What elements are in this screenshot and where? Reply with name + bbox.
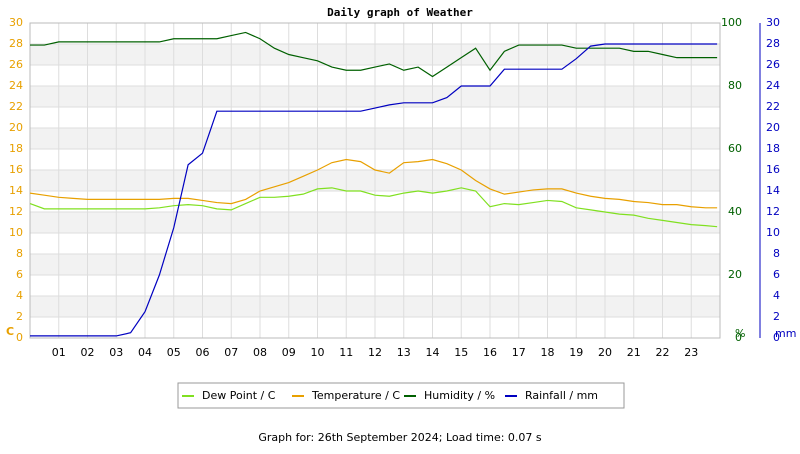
y-tick-label: 26	[9, 58, 23, 71]
y3-tick-label: 14	[766, 184, 780, 197]
y-tick-label: 2	[16, 310, 23, 323]
x-tick-label: 11	[339, 346, 353, 359]
y-tick-label: 10	[9, 226, 23, 239]
x-tick-label: 03	[109, 346, 123, 359]
y2-tick-label: 0	[735, 331, 742, 344]
series-line	[30, 43, 718, 337]
y2-tick-label: 40	[728, 205, 742, 218]
x-tick-label: 23	[684, 346, 698, 359]
series-line	[29, 187, 718, 228]
x-tick-label: 20	[598, 346, 612, 359]
x-tick-label: 10	[311, 346, 325, 359]
y2-tick-label: 100	[721, 16, 742, 29]
y-tick-label: 30	[9, 16, 23, 29]
y3-tick-label: 28	[766, 37, 780, 50]
y-tick-label: 18	[9, 142, 23, 155]
x-tick-label: 02	[81, 346, 95, 359]
y-tick-label: 4	[16, 289, 23, 302]
y3-tick-label: 8	[773, 247, 780, 260]
footer: Graph for: 26th September 2024; Load tim…	[258, 431, 542, 444]
y3-tick-label: 16	[766, 163, 780, 176]
legend-label: Rainfall / mm	[525, 389, 598, 402]
y-axis-label: C	[6, 325, 14, 338]
x-tick-label: 08	[253, 346, 267, 359]
x-tick-label: 19	[569, 346, 583, 359]
x-tick-label: 04	[138, 346, 152, 359]
x-tick-label: 18	[541, 346, 555, 359]
y3-tick-label: 18	[766, 142, 780, 155]
y3-tick-label: 30	[766, 16, 780, 29]
y3-tick-label: 10	[766, 226, 780, 239]
y2-axis-label: %	[735, 327, 745, 340]
y3-tick-label: 12	[766, 205, 780, 218]
y3-tick-label: 2	[773, 310, 780, 323]
y-tick-label: 6	[16, 268, 23, 281]
y-tick-label: 22	[9, 100, 23, 113]
y3-axis-label: mm	[775, 327, 796, 340]
legend-label: Dew Point / C	[202, 389, 276, 402]
y3-tick-label: 22	[766, 100, 780, 113]
x-tick-label: 21	[627, 346, 641, 359]
y-tick-label: 14	[9, 184, 23, 197]
x-tick-label: 17	[512, 346, 526, 359]
y-tick-label: 16	[9, 163, 23, 176]
x-tick-label: 06	[196, 346, 210, 359]
y3-tick-label: 20	[766, 121, 780, 134]
series-line	[30, 31, 718, 78]
y2-tick-label: 60	[728, 142, 742, 155]
y-tick-label: 24	[9, 79, 23, 92]
legend-label: Temperature / C	[311, 389, 400, 402]
y-tick-label: 20	[9, 121, 23, 134]
x-tick-label: 22	[656, 346, 670, 359]
x-tick-label: 14	[426, 346, 440, 359]
x-tick-label: 15	[454, 346, 468, 359]
y3-tick-label: 0	[773, 331, 780, 344]
y2-tick-label: 80	[728, 79, 742, 92]
chart-title: Daily graph of Weather	[327, 6, 473, 19]
x-tick-label: 01	[52, 346, 66, 359]
y2-tick-label: 20	[728, 268, 742, 281]
x-tick-label: 09	[282, 346, 296, 359]
x-tick-label: 16	[483, 346, 497, 359]
y3-tick-label: 24	[766, 79, 780, 92]
x-tick-label: 07	[224, 346, 238, 359]
legend-label: Humidity / %	[424, 389, 495, 402]
y-tick-label: 0	[16, 331, 23, 344]
y3-tick-label: 6	[773, 268, 780, 281]
x-tick-label: 12	[368, 346, 382, 359]
y-tick-label: 28	[9, 37, 23, 50]
y3-tick-label: 26	[766, 58, 780, 71]
y3-tick-label: 4	[773, 289, 780, 302]
x-tick-label: 13	[397, 346, 411, 359]
series-line	[29, 158, 718, 209]
x-tick-label: 05	[167, 346, 181, 359]
y-tick-label: 8	[16, 247, 23, 260]
legend-box	[177, 382, 625, 409]
plot-frame	[29, 22, 721, 339]
y-tick-label: 12	[9, 205, 23, 218]
